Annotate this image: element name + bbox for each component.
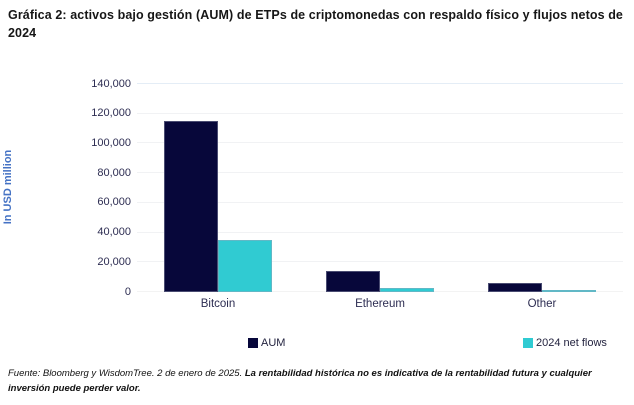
y-tick-label: 100,000	[91, 136, 131, 149]
y-tick-label: 0	[124, 285, 131, 298]
y-tick-label: 140,000	[91, 77, 131, 90]
aum-bar-bitcoin	[164, 121, 218, 292]
aum-bar-ethereum	[326, 271, 380, 292]
source-footnote: Fuente: Bloomberg y WisdomTree. 2 de ene…	[8, 367, 628, 396]
aum-legend-swatch-icon	[248, 338, 258, 348]
2024-net-flows-bar-other	[542, 289, 596, 292]
plot-area	[137, 83, 623, 292]
2024-net-flows-bar-bitcoin	[218, 240, 272, 292]
gridline	[137, 112, 623, 114]
y-tick-label: 80,000	[97, 166, 131, 179]
chart-title: Gráfica 2: activos bajo gestión (AUM) de…	[8, 8, 623, 41]
net-flows-legend-label: 2024 net flows	[536, 337, 607, 349]
gridline	[137, 83, 623, 84]
y-axis-title: In USD million	[2, 149, 14, 225]
gridline	[137, 201, 623, 203]
gridline	[137, 261, 623, 263]
y-tick-label: 20,000	[97, 255, 131, 268]
x-label-other: Other	[527, 298, 557, 310]
y-tick-label: 120,000	[91, 107, 131, 120]
source-text: Fuente: Bloomberg y WisdomTree. 2 de ene…	[8, 368, 243, 379]
bar-group-ethereum	[299, 84, 461, 292]
gridline	[137, 231, 623, 233]
bar-group-bitcoin	[137, 84, 299, 292]
bar-group-other	[461, 84, 623, 292]
y-tick-label: 40,000	[97, 226, 131, 239]
net-flows-legend-swatch-icon	[523, 338, 533, 348]
legend-item-net-flows: 2024 net flows	[523, 337, 607, 349]
x-label-bitcoin: Bitcoin	[200, 298, 236, 310]
gridline	[137, 172, 623, 174]
disclaimer-text: La rentabilidad histórica no es indicati…	[8, 368, 592, 394]
2024-net-flows-bar-ethereum	[380, 287, 434, 292]
aum-legend-label: AUM	[261, 337, 286, 349]
x-label-ethereum: Ethereum	[355, 298, 405, 310]
y-tick-label: 60,000	[97, 196, 131, 209]
legend-item-aum: AUM	[248, 337, 285, 349]
aum-bar-other	[488, 283, 542, 292]
gridline	[137, 142, 623, 144]
